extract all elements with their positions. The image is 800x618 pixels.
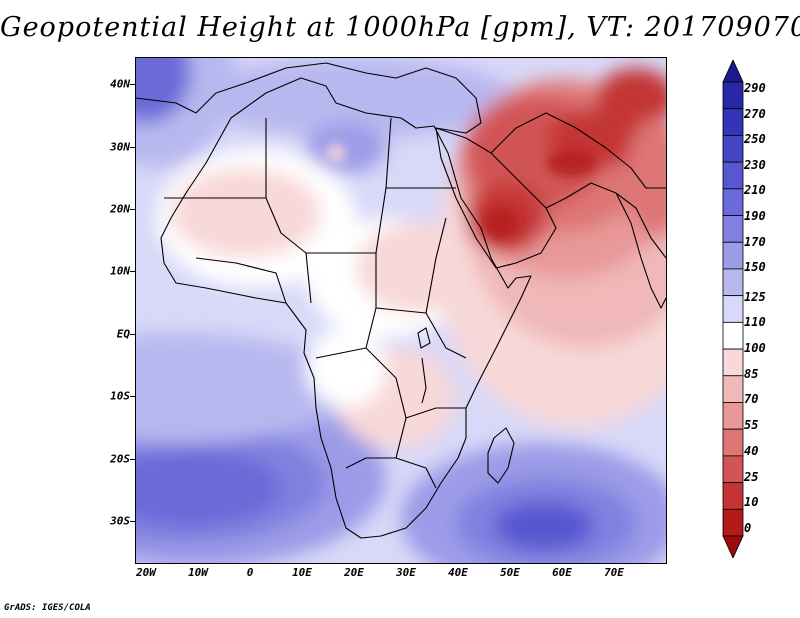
colorbar-swatch xyxy=(722,402,744,430)
colorbar-swatch xyxy=(722,268,744,297)
colorbar-swatch xyxy=(722,135,744,163)
colorbar-label: 10 xyxy=(744,495,759,509)
colorbar-label: 270 xyxy=(744,107,766,121)
colorbar-label: 40 xyxy=(744,444,759,458)
lat-label-20n: 20N xyxy=(110,202,130,216)
colorbar-swatch xyxy=(722,81,744,110)
colorbar-label: 210 xyxy=(744,183,766,197)
colorbar-swatch xyxy=(722,161,744,190)
lon-label-0: 0 xyxy=(246,566,254,579)
colorbar-label: 100 xyxy=(744,341,766,355)
colorbar xyxy=(722,60,744,558)
lat-label-10s: 10S xyxy=(110,389,130,403)
colorbar-swatch xyxy=(722,348,744,377)
colorbar-swatch xyxy=(722,108,744,136)
colorbar-label: 125 xyxy=(744,290,766,304)
lat-tick xyxy=(130,334,135,335)
coastline-borders xyxy=(136,62,666,539)
lat-tick xyxy=(130,396,135,397)
colorbar-swatch xyxy=(722,188,744,216)
lat-label-20s: 20S xyxy=(110,452,130,466)
colorbar-swatch xyxy=(722,60,744,83)
lat-label-30s: 30S xyxy=(110,514,130,528)
colorbar-label: 170 xyxy=(744,235,766,249)
colorbar-label: 70 xyxy=(744,392,759,406)
colorbar-label: 25 xyxy=(744,470,759,484)
lon-label-50e: 50E xyxy=(500,566,520,579)
colorbar-swatch xyxy=(722,375,744,403)
colorbar-label: 190 xyxy=(744,209,766,223)
lat-tick xyxy=(130,84,135,85)
colorbar-label: 0 xyxy=(744,521,752,535)
lon-label-70e: 70E xyxy=(604,566,624,579)
lat-tick xyxy=(130,459,135,460)
colorbar-label: 85 xyxy=(744,367,759,381)
geopotential-field-map xyxy=(136,58,666,563)
lon-label-60e: 60E xyxy=(552,566,572,579)
colorbar-swatch xyxy=(722,455,744,483)
map-panel xyxy=(135,57,667,564)
colorbar-label: 230 xyxy=(744,158,766,172)
lat-tick xyxy=(130,521,135,522)
lat-label-10n: 10N xyxy=(110,264,130,278)
colorbar-label: 290 xyxy=(744,81,766,95)
lon-label-10w: 10W xyxy=(188,566,208,579)
lon-label-20w: 20W xyxy=(136,566,156,579)
colorbar-swatch xyxy=(722,241,744,270)
colorbar-swatch xyxy=(722,535,744,558)
colorbar-label: 150 xyxy=(744,260,766,274)
credit-text: GrADS: IGES/COLA xyxy=(4,603,91,613)
colorbar-swatch xyxy=(722,321,744,350)
colorbar-label: 110 xyxy=(744,315,766,329)
lat-label-eq: EQ xyxy=(116,327,130,341)
lon-label-10e: 10E xyxy=(292,566,312,579)
lat-tick xyxy=(130,209,135,210)
colorbar-swatch xyxy=(722,428,744,457)
chart-title: Geopotential Height at 1000hPa [gpm], VT… xyxy=(0,12,800,43)
lon-label-20e: 20E xyxy=(344,566,364,579)
lat-label-30n: 30N xyxy=(110,140,130,154)
lat-label-40n: 40N xyxy=(110,77,130,91)
colorbar-swatch xyxy=(722,482,744,510)
lon-label-30e: 30E xyxy=(396,566,416,579)
colorbar-swatch xyxy=(722,508,744,537)
colorbar-label: 250 xyxy=(744,132,766,146)
colorbar-swatch xyxy=(722,215,744,243)
colorbar-label: 55 xyxy=(744,418,759,432)
lat-tick xyxy=(130,147,135,148)
lon-label-40e: 40E xyxy=(448,566,468,579)
lat-tick xyxy=(130,271,135,272)
colorbar-swatch xyxy=(722,295,744,323)
